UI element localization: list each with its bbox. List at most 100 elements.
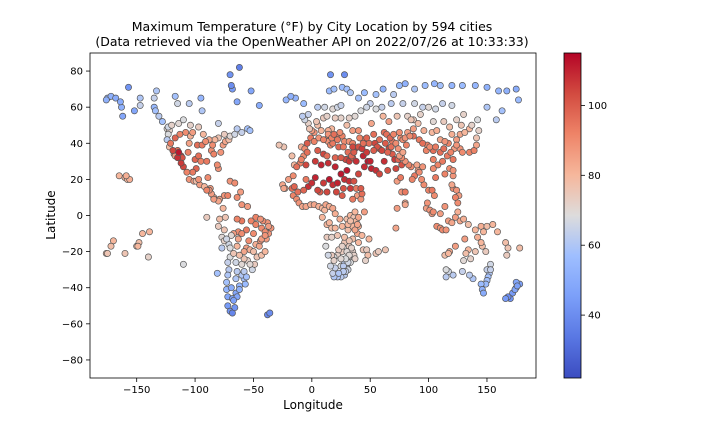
data-point — [243, 226, 250, 234]
data-point — [401, 80, 409, 88]
data-point — [381, 246, 389, 254]
data-point — [231, 304, 239, 312]
data-point — [447, 148, 455, 156]
data-point — [461, 235, 469, 243]
data-point — [418, 175, 426, 183]
data-point — [185, 139, 193, 147]
data-point — [390, 130, 398, 138]
data-point — [498, 107, 506, 115]
data-point — [186, 121, 194, 129]
data-point — [460, 215, 468, 223]
data-point — [213, 161, 221, 169]
x-axis-ticks: −150 −100 −50 0 50 100 150 — [123, 378, 497, 396]
data-point — [331, 154, 339, 162]
data-point — [171, 92, 179, 100]
data-point — [446, 123, 454, 131]
data-point — [107, 242, 115, 250]
data-point — [176, 130, 184, 138]
data-point — [179, 260, 187, 268]
data-point — [346, 89, 354, 97]
data-point — [428, 186, 436, 194]
data-point — [177, 159, 185, 167]
data-point — [411, 100, 419, 108]
data-point — [432, 143, 440, 151]
data-point — [356, 134, 364, 142]
data-point — [402, 141, 410, 149]
data-point — [139, 230, 146, 238]
data-point — [408, 175, 416, 183]
data-point — [334, 231, 341, 239]
data-point — [227, 284, 235, 292]
data-point — [219, 204, 227, 212]
data-point — [406, 132, 414, 140]
data-point — [330, 85, 338, 93]
data-point — [442, 273, 450, 281]
data-point — [503, 251, 511, 259]
data-point — [432, 105, 440, 113]
data-point — [233, 268, 241, 275]
data-point — [395, 82, 403, 89]
data-point — [218, 244, 226, 252]
data-point — [130, 107, 138, 115]
data-point — [421, 82, 429, 89]
data-point — [503, 87, 511, 95]
data-point — [266, 309, 274, 317]
data-point — [189, 168, 197, 176]
data-point — [320, 136, 327, 144]
data-point — [393, 204, 401, 212]
data-point — [473, 141, 480, 149]
data-point — [442, 266, 450, 274]
data-point — [467, 255, 475, 263]
data-point — [419, 139, 427, 147]
data-point — [314, 186, 322, 194]
data-point — [401, 188, 409, 196]
data-point — [238, 128, 246, 136]
data-point — [353, 221, 361, 228]
data-point — [341, 233, 348, 241]
data-point — [365, 235, 373, 243]
data-point — [399, 148, 407, 156]
colorbar-tick-label: 40 — [588, 311, 601, 322]
data-point — [399, 100, 407, 108]
data-point — [175, 148, 183, 156]
data-point — [203, 213, 211, 221]
data-point — [378, 103, 386, 111]
data-point — [444, 249, 452, 257]
data-point — [233, 125, 241, 133]
data-point — [232, 275, 240, 283]
data-point — [480, 289, 487, 297]
data-point — [287, 92, 295, 100]
data-point — [199, 130, 207, 138]
data-point — [453, 141, 461, 149]
data-point — [197, 157, 205, 165]
data-point — [331, 163, 339, 171]
data-point — [261, 231, 269, 239]
data-point — [317, 127, 325, 135]
data-point — [314, 103, 322, 111]
data-point — [341, 71, 348, 79]
y-tick-label: 80 — [70, 67, 83, 78]
data-point — [265, 222, 273, 230]
data-point — [337, 114, 345, 122]
x-tick-label: 100 — [419, 385, 438, 396]
data-point — [348, 244, 355, 252]
data-point — [238, 230, 246, 238]
data-point — [323, 112, 331, 120]
data-point — [337, 170, 345, 178]
data-point — [345, 114, 353, 122]
data-point — [224, 192, 232, 200]
data-point — [231, 179, 239, 187]
data-point — [330, 130, 338, 138]
data-point — [379, 112, 387, 120]
data-point — [429, 165, 437, 173]
data-point — [328, 233, 336, 241]
x-tick-label: 50 — [364, 385, 377, 396]
data-point — [104, 249, 111, 257]
data-point — [483, 222, 491, 230]
data-point — [297, 156, 305, 163]
data-point — [240, 248, 248, 256]
data-point — [216, 215, 224, 223]
data-point — [280, 184, 288, 192]
data-point — [168, 121, 176, 129]
y-tick-label: 20 — [70, 175, 83, 186]
